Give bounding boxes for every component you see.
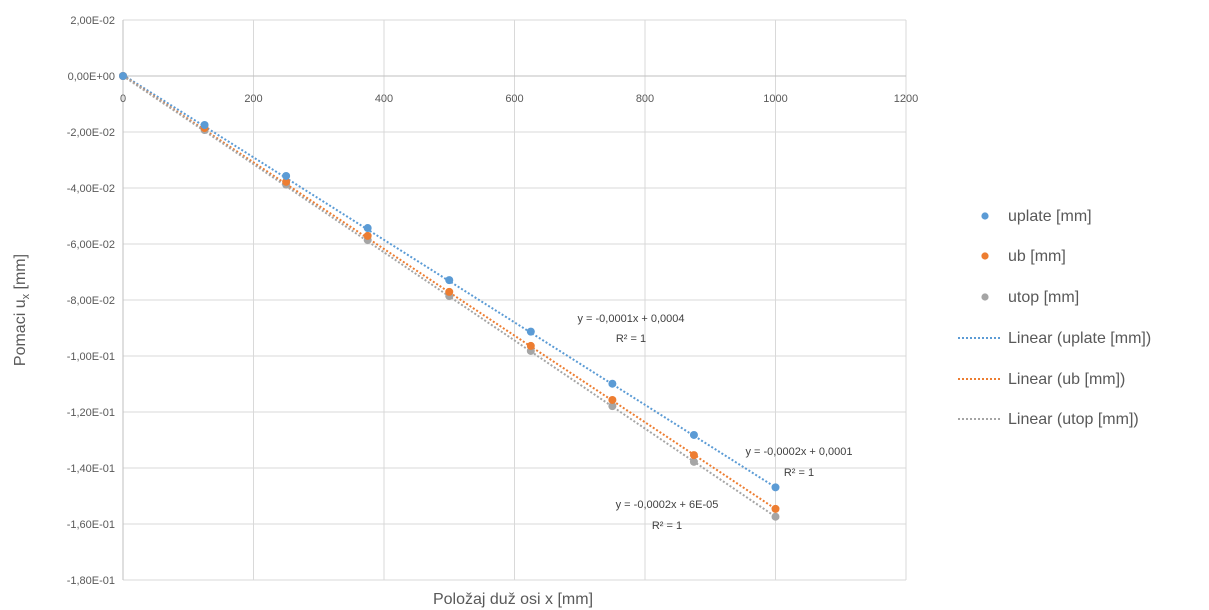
data-point-ub: [445, 287, 454, 296]
legend-label-linear-ub: Linear (ub [mm]): [1008, 371, 1125, 388]
legend-label-ub: ub [mm]: [1008, 248, 1066, 265]
legend-label-linear-utop: Linear (utop [mm]): [1008, 411, 1139, 428]
y-tick-label: -1,20E-01: [67, 407, 115, 419]
x-tick-labels: 0 200 400 600 800 1000 1200: [120, 93, 918, 105]
grid-lines: [122, 19, 907, 581]
data-point-utop: [608, 402, 617, 411]
equation-label-ub: y = -0,0002x + 0,0001 R² = 1: [745, 446, 852, 479]
legend-label-linear-uplate: Linear (uplate [mm]): [1008, 330, 1151, 347]
r-squared-text: R² = 1: [784, 467, 814, 479]
data-point-ub: [526, 341, 535, 350]
y-tick-label: -6,00E-02: [67, 239, 115, 251]
data-point-ub: [608, 395, 617, 404]
y-axis-title: Pomaci ux [mm]: [12, 254, 32, 366]
y-tick-label: -2,00E-02: [67, 127, 115, 139]
y-tick-label: 2,00E-02: [70, 15, 115, 27]
y-tick-labels: 2,00E-02 0,00E+00 -2,00E-02 -4,00E-02 -6,00E…: [67, 15, 115, 587]
legend-item-uplate: uplate [mm]: [981, 208, 1092, 225]
x-tick-label: 1000: [763, 93, 787, 105]
data-point-uplate: [771, 483, 780, 492]
legend-item-linear-ub: Linear (ub [mm]): [958, 371, 1125, 388]
equation-text: y = -0,0001x + 0,0004: [577, 313, 684, 325]
data-point-ub: [771, 504, 780, 513]
x-tick-label: 800: [636, 93, 654, 105]
x-tick-label: 400: [375, 93, 393, 105]
legend: uplate [mm] ub [mm] utop [mm] Linear (up…: [958, 208, 1151, 428]
data-points: [119, 72, 780, 521]
y-tick-label: -1,80E-01: [67, 575, 115, 587]
legend-item-ub: ub [mm]: [981, 248, 1066, 265]
x-axis-title: Položaj duž osi x [mm]: [433, 591, 593, 608]
r-squared-text: R² = 1: [616, 333, 646, 345]
data-point-uplate: [445, 276, 454, 285]
trendline-ub: [122, 74, 777, 510]
legend-item-linear-uplate: Linear (uplate [mm]): [958, 330, 1151, 347]
y-tick-label: -8,00E-02: [67, 295, 115, 307]
data-point-uplate: [200, 121, 209, 129]
data-point-ub: [689, 451, 698, 460]
legend-label-uplate: uplate [mm]: [1008, 208, 1092, 225]
equation-text: y = -0,0002x + 0,0001: [745, 446, 852, 458]
data-point-utop: [771, 512, 780, 521]
y-tick-label: -1,60E-01: [67, 519, 115, 531]
y-tick-label: -1,40E-01: [67, 463, 115, 475]
y-axis-title-main: Pomaci u: [12, 299, 29, 366]
equation-label-uplate: y = -0,0001x + 0,0004 R² = 1: [577, 313, 684, 345]
x-tick-label: 200: [244, 93, 262, 105]
y-tick-label: 0,00E+00: [68, 71, 115, 83]
equation-label-utop: y = -0,0002x + 6E-05 R² = 1: [616, 499, 719, 532]
data-point-uplate: [526, 327, 535, 336]
y-axis-title-unit: [mm]: [12, 254, 29, 294]
data-point-uplate: [363, 224, 372, 233]
legend-marker-uplate: [981, 212, 989, 220]
data-point-uplate: [608, 379, 617, 388]
y-axis-title-subscript: x: [20, 293, 32, 299]
x-tick-label: 1200: [894, 93, 918, 105]
equation-text: y = -0,0002x + 6E-05: [616, 499, 719, 511]
data-point-uplate: [689, 430, 698, 439]
legend-marker-utop: [981, 293, 989, 301]
data-point-ub: [363, 231, 372, 240]
y-tick-label: -4,00E-02: [67, 183, 115, 195]
legend-item-utop: utop [mm]: [981, 289, 1079, 306]
r-squared-text: R² = 1: [652, 520, 682, 532]
data-point-utop: [689, 457, 698, 466]
data-point-uplate: [282, 171, 291, 180]
y-tick-label: -1,00E-01: [67, 351, 115, 363]
x-tick-label: 0: [120, 93, 126, 105]
x-tick-label: 600: [505, 93, 523, 105]
legend-label-utop: utop [mm]: [1008, 289, 1079, 306]
legend-item-linear-utop: Linear (utop [mm]): [958, 411, 1139, 428]
data-point-uplate: [119, 72, 127, 80]
legend-marker-ub: [981, 252, 989, 260]
data-point-ub: [282, 177, 291, 186]
